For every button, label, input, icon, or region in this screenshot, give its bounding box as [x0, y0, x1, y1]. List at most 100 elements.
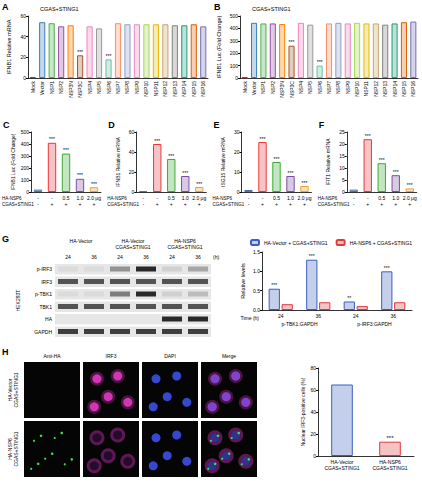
- svg-text:NSP8: NSP8: [335, 81, 341, 94]
- svg-text:-: -: [353, 201, 355, 207]
- svg-text:NSP9: NSP9: [345, 81, 351, 94]
- svg-text:HA-NSP6: HA-NSP6: [2, 196, 22, 201]
- svg-text:HA-NSP6: HA-NSP6: [213, 196, 233, 201]
- svg-text:15: 15: [339, 153, 345, 159]
- svg-text:60: 60: [129, 129, 135, 135]
- svg-text:IRF3: IRF3: [41, 279, 52, 285]
- svg-text:NSP8: NSP8: [124, 81, 130, 94]
- svg-text:F: F: [319, 120, 325, 130]
- svg-text:+: +: [93, 201, 96, 207]
- svg-text:NSP13: NSP13: [382, 81, 388, 97]
- svg-text:Vector: Vector: [251, 81, 257, 96]
- svg-text:Merge: Merge: [222, 353, 236, 359]
- svg-text:NSP14: NSP14: [392, 81, 398, 97]
- svg-text:36: 36: [315, 313, 321, 319]
- svg-text:NSP16: NSP16: [410, 81, 416, 97]
- svg-text:+: +: [184, 201, 187, 207]
- svg-text:p-TBK1:GAPDH: p-TBK1:GAPDH: [281, 321, 318, 327]
- svg-text:NSP3C: NSP3C: [289, 81, 295, 98]
- svg-text:***: ***: [196, 181, 202, 187]
- svg-text:60: 60: [20, 13, 26, 19]
- svg-text:NSP11: NSP11: [363, 81, 369, 97]
- svg-text:24: 24: [117, 254, 123, 260]
- svg-text:***: ***: [154, 138, 160, 144]
- svg-text:NSP1: NSP1: [49, 81, 55, 94]
- svg-text:***: ***: [309, 253, 315, 259]
- svg-text:24: 24: [353, 313, 359, 319]
- svg-text:CGAS+STING1: CGAS+STING1: [252, 6, 291, 12]
- svg-text:CGAS+STING1: CGAS+STING1: [167, 244, 202, 250]
- svg-text:+: +: [65, 201, 68, 207]
- svg-text:p-IRF3:GAPDH: p-IRF3:GAPDH: [357, 321, 392, 327]
- svg-text:ISG15 Relative mRNA: ISG15 Relative mRNA: [220, 136, 226, 186]
- svg-text:TBK1: TBK1: [39, 304, 52, 310]
- svg-text:NSP10: NSP10: [354, 81, 360, 97]
- svg-text:Mock: Mock: [30, 81, 36, 93]
- svg-text:CGAS+STING1: CGAS+STING1: [13, 431, 19, 466]
- svg-text:G: G: [2, 234, 9, 244]
- svg-text:IFNB1 Luc (Fold Change): IFNB1 Luc (Fold Change): [10, 133, 16, 190]
- svg-text:10: 10: [339, 165, 345, 171]
- svg-text:CGAS+STING1: CGAS+STING1: [324, 465, 359, 471]
- svg-text:NSP5: NSP5: [96, 81, 102, 94]
- svg-text:NSP1: NSP1: [260, 81, 266, 94]
- svg-text:***: ***: [91, 181, 97, 187]
- svg-text:Relative levels: Relative levels: [240, 263, 246, 299]
- svg-text:***: ***: [182, 170, 188, 176]
- svg-text:+: +: [394, 201, 397, 207]
- svg-text:CGAS+STING1: CGAS+STING1: [115, 244, 150, 250]
- svg-text:HA-Vector: HA-Vector: [70, 238, 93, 244]
- svg-text:100: 100: [230, 63, 239, 69]
- svg-text:IFNB1 Luc (Fold Change): IFNB1 Luc (Fold Change): [216, 16, 222, 79]
- svg-text:0: 0: [26, 189, 29, 195]
- svg-text:NSP3C: NSP3C: [77, 81, 83, 98]
- svg-text:NSP14: NSP14: [181, 81, 187, 97]
- svg-text:p-IRF3: p-IRF3: [37, 266, 53, 272]
- svg-text:-: -: [142, 201, 144, 207]
- svg-text:+: +: [51, 201, 54, 207]
- svg-text:NSP3N: NSP3N: [279, 81, 285, 98]
- svg-text:0.5: 0.5: [253, 288, 260, 294]
- svg-text:CGAS+STING1: CGAS+STING1: [13, 372, 19, 407]
- svg-text:+: +: [289, 201, 292, 207]
- svg-text:Time (h): Time (h): [241, 315, 260, 321]
- svg-text:HA: HA: [45, 316, 53, 322]
- svg-text:***: ***: [393, 169, 399, 175]
- svg-text:NSP16: NSP16: [200, 81, 206, 97]
- svg-text:***: ***: [384, 265, 390, 271]
- svg-text:CGAS+STING1: CGAS+STING1: [40, 6, 79, 12]
- svg-text:1.5: 1.5: [253, 249, 260, 255]
- svg-text:0.0: 0.0: [253, 307, 260, 313]
- svg-text:40: 40: [310, 409, 316, 415]
- svg-text:100: 100: [21, 177, 30, 183]
- svg-text:+: +: [198, 201, 201, 207]
- svg-text:NSP12: NSP12: [162, 81, 168, 97]
- svg-text:NSP13: NSP13: [172, 81, 178, 97]
- svg-text:500: 500: [230, 13, 239, 19]
- svg-text:***: ***: [271, 282, 277, 288]
- svg-text:***: ***: [302, 180, 308, 186]
- svg-text:IFIT1 Relative mRNA: IFIT1 Relative mRNA: [325, 138, 331, 186]
- svg-text:p-TBK1: p-TBK1: [35, 291, 52, 297]
- svg-text:+: +: [366, 201, 369, 207]
- svg-text:20: 20: [310, 431, 316, 437]
- svg-text:IRF3: IRF3: [106, 353, 117, 359]
- svg-text:200: 200: [230, 50, 239, 56]
- svg-text:E: E: [214, 120, 220, 130]
- svg-text:***: ***: [274, 156, 280, 162]
- svg-text:+: +: [156, 201, 159, 207]
- svg-text:NSP10: NSP10: [143, 81, 149, 97]
- svg-text:***: ***: [106, 53, 112, 59]
- svg-text:36: 36: [143, 254, 149, 260]
- svg-text:HEK293T: HEK293T: [15, 290, 21, 312]
- svg-text:+: +: [170, 201, 173, 207]
- svg-text:***: ***: [365, 133, 371, 139]
- svg-text:***: ***: [49, 136, 55, 142]
- svg-text:H: H: [2, 347, 9, 357]
- svg-text:10: 10: [234, 169, 240, 175]
- svg-text:***: ***: [77, 172, 83, 178]
- svg-text:NSP15: NSP15: [191, 81, 197, 97]
- svg-text:+: +: [79, 201, 82, 207]
- svg-text:HA-NSP6 + CGAS+STING1: HA-NSP6 + CGAS+STING1: [350, 240, 413, 246]
- svg-text:+: +: [380, 201, 383, 207]
